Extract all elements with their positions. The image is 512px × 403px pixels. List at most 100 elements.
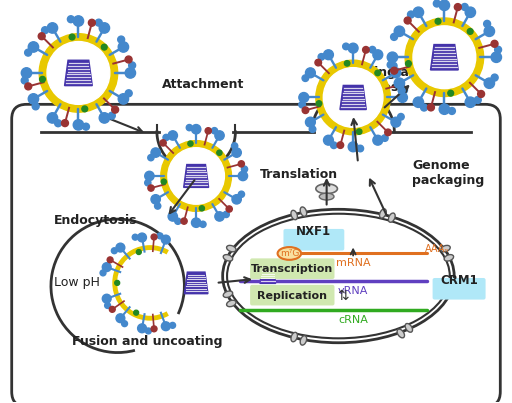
Circle shape <box>428 104 434 111</box>
Circle shape <box>138 233 146 242</box>
Circle shape <box>145 171 154 181</box>
FancyBboxPatch shape <box>433 278 485 299</box>
Circle shape <box>82 123 90 130</box>
Circle shape <box>107 257 113 263</box>
Circle shape <box>181 218 187 224</box>
Ellipse shape <box>291 210 297 220</box>
Ellipse shape <box>223 291 232 297</box>
Circle shape <box>32 103 39 110</box>
Circle shape <box>175 218 181 224</box>
Circle shape <box>188 141 193 146</box>
Circle shape <box>168 212 178 221</box>
Circle shape <box>41 27 49 34</box>
Circle shape <box>47 23 58 33</box>
Text: Budding and
egress: Budding and egress <box>338 66 427 94</box>
Circle shape <box>356 129 362 134</box>
Circle shape <box>125 90 132 97</box>
FancyArrowPatch shape <box>370 180 386 215</box>
Polygon shape <box>120 253 165 313</box>
Circle shape <box>138 324 146 333</box>
Circle shape <box>148 155 154 161</box>
Circle shape <box>205 128 211 134</box>
Circle shape <box>405 18 484 96</box>
Polygon shape <box>340 85 366 110</box>
Circle shape <box>28 42 38 52</box>
Polygon shape <box>65 60 92 86</box>
Circle shape <box>467 29 473 34</box>
Circle shape <box>465 97 476 108</box>
Circle shape <box>316 60 391 135</box>
Ellipse shape <box>300 207 307 216</box>
Circle shape <box>100 270 106 276</box>
Circle shape <box>55 120 61 127</box>
Circle shape <box>315 59 322 66</box>
Circle shape <box>413 97 423 108</box>
FancyBboxPatch shape <box>250 285 334 305</box>
Ellipse shape <box>441 245 450 252</box>
Ellipse shape <box>223 255 232 261</box>
Circle shape <box>73 120 83 130</box>
Circle shape <box>375 70 380 76</box>
Circle shape <box>404 17 411 24</box>
Circle shape <box>373 50 383 60</box>
Circle shape <box>215 131 224 140</box>
Circle shape <box>28 94 38 104</box>
Circle shape <box>160 140 166 146</box>
Circle shape <box>39 77 46 82</box>
Circle shape <box>148 185 154 191</box>
Text: NXF1: NXF1 <box>296 225 331 239</box>
Circle shape <box>241 166 248 172</box>
Circle shape <box>118 36 124 43</box>
Circle shape <box>306 117 315 127</box>
Polygon shape <box>431 45 458 70</box>
Circle shape <box>385 129 391 136</box>
Circle shape <box>348 142 358 152</box>
Circle shape <box>223 211 229 218</box>
Circle shape <box>491 40 498 47</box>
Text: Low pH: Low pH <box>54 276 100 289</box>
Circle shape <box>161 141 231 211</box>
Circle shape <box>302 75 309 81</box>
FancyArrowPatch shape <box>324 180 329 205</box>
Circle shape <box>151 195 160 204</box>
Polygon shape <box>184 272 208 294</box>
Circle shape <box>231 143 238 149</box>
Circle shape <box>302 107 309 114</box>
Circle shape <box>484 78 495 88</box>
Circle shape <box>439 104 450 114</box>
FancyArrowPatch shape <box>101 115 142 133</box>
Circle shape <box>38 33 45 39</box>
Text: ⇅: ⇅ <box>337 289 349 303</box>
Circle shape <box>169 322 176 328</box>
Circle shape <box>387 61 394 68</box>
Circle shape <box>491 74 498 81</box>
Polygon shape <box>260 269 275 283</box>
Circle shape <box>102 263 111 272</box>
Circle shape <box>82 106 88 112</box>
Circle shape <box>394 78 404 88</box>
Circle shape <box>484 21 490 27</box>
Circle shape <box>73 16 83 26</box>
Text: Transcription: Transcription <box>251 264 333 274</box>
FancyArrowPatch shape <box>351 119 358 160</box>
Text: CRM1: CRM1 <box>440 274 478 287</box>
Circle shape <box>112 248 117 253</box>
Text: m⁷G: m⁷G <box>280 249 299 258</box>
Circle shape <box>343 43 349 50</box>
Circle shape <box>348 43 358 53</box>
Circle shape <box>323 68 383 127</box>
Text: mRNA: mRNA <box>336 258 371 268</box>
Circle shape <box>104 303 111 308</box>
Circle shape <box>465 7 476 17</box>
Circle shape <box>391 68 401 78</box>
Circle shape <box>448 90 454 96</box>
Ellipse shape <box>291 332 297 342</box>
Circle shape <box>362 46 369 53</box>
Circle shape <box>491 52 502 62</box>
Circle shape <box>200 221 206 227</box>
Circle shape <box>337 142 344 148</box>
Circle shape <box>449 108 455 114</box>
Circle shape <box>495 46 502 53</box>
Circle shape <box>478 91 484 98</box>
Circle shape <box>461 4 468 10</box>
